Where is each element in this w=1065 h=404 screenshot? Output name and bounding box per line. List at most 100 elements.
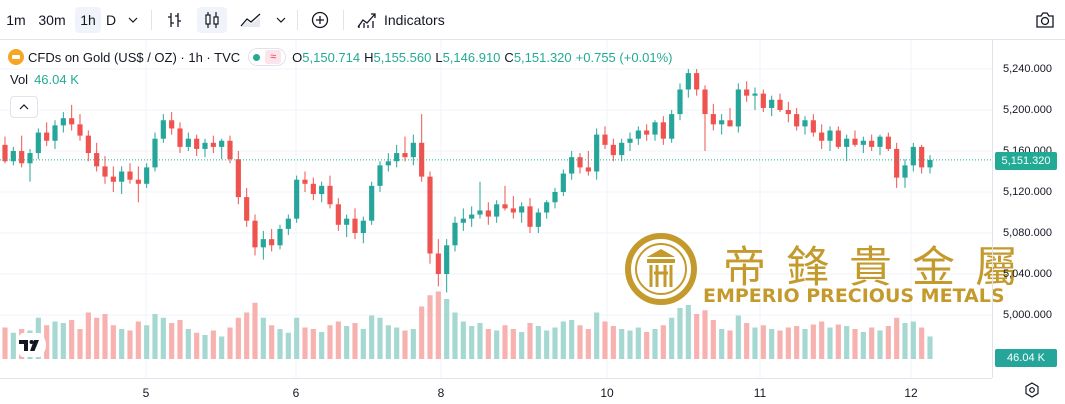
indicators-button[interactable]: Indicators — [356, 7, 456, 33]
candle-body — [77, 124, 83, 136]
interval-1m[interactable]: 1m — [3, 7, 29, 33]
candle-body — [127, 171, 133, 180]
volume-legend[interactable]: Vol 46.04 K — [10, 72, 79, 87]
volume-bar — [77, 329, 83, 359]
interval-dropdown-icon[interactable] — [122, 7, 144, 33]
candle — [752, 87, 758, 110]
candle — [119, 166, 125, 195]
volume-bar — [794, 326, 800, 359]
volume-bar — [744, 323, 750, 359]
collapse-legend-button[interactable] — [10, 96, 38, 118]
price-tick: 5,080.000 — [1003, 227, 1052, 239]
symbol-legend[interactable]: CFDs on Gold (US$ / OZ) · 1h · TVC ≈ O 5,… — [8, 47, 677, 67]
candle — [627, 132, 633, 151]
price-tick: 5,120.000 — [1003, 186, 1052, 198]
camera-snapshot-icon[interactable] — [1031, 7, 1059, 33]
candle — [694, 69, 700, 96]
candle-body — [627, 138, 633, 143]
candle-body — [202, 142, 208, 149]
volume-bar — [335, 321, 341, 359]
time-tick: 10 — [600, 386, 614, 400]
last-price-label: 5,151.320 — [995, 152, 1057, 170]
candle-body — [502, 204, 508, 209]
volume-bar — [185, 329, 191, 359]
candle — [360, 216, 366, 244]
candle-body — [319, 185, 325, 195]
candle-body — [827, 130, 833, 141]
candle — [235, 151, 241, 205]
candle-body — [485, 210, 491, 217]
price-axis[interactable]: 5,240.000 5,200.000 5,160.000 5,120.000 … — [992, 40, 1065, 378]
time-axis[interactable]: 5 6 8 10 11 12 — [0, 378, 992, 404]
volume-bar — [510, 329, 516, 359]
candle-body — [244, 197, 250, 221]
compare-add-symbol-icon[interactable] — [306, 7, 334, 33]
candle — [302, 171, 308, 192]
candle — [660, 116, 666, 145]
candle — [169, 112, 175, 135]
candle — [135, 166, 141, 203]
candle — [152, 132, 158, 172]
candle-body — [10, 151, 16, 162]
change-value: +0.755 (+0.01%) — [575, 49, 673, 65]
candle — [744, 81, 750, 102]
market-status-pill[interactable]: ≈ — [248, 48, 287, 66]
area-chart-icon[interactable] — [236, 7, 266, 33]
watermark-english-text: EMPERIO PRECIOUS METALS — [703, 285, 1005, 307]
candle-body — [269, 239, 275, 246]
volume-bars — [2, 291, 933, 359]
candle — [344, 214, 350, 238]
time-tick: 11 — [753, 386, 767, 400]
candle-chart-icon[interactable] — [197, 7, 227, 33]
bar-chart-icon[interactable] — [161, 7, 189, 33]
volume-bar — [385, 325, 391, 359]
volume-bar — [894, 317, 900, 359]
interval-30m[interactable]: 30m — [33, 7, 71, 33]
candle — [385, 153, 391, 172]
tradingview-logo[interactable] — [15, 333, 47, 357]
candle — [802, 116, 808, 135]
candle-body — [419, 142, 425, 177]
candle — [477, 181, 483, 219]
candle-body — [535, 212, 541, 227]
candle-body — [644, 130, 650, 135]
candle — [810, 114, 816, 137]
symbol-title[interactable]: CFDs on Gold (US$ / OZ) · 1h · TVC — [28, 49, 241, 65]
candle-body — [227, 140, 233, 160]
candle-body — [702, 89, 708, 115]
candle — [410, 134, 416, 166]
candle-body — [385, 161, 391, 166]
price-chart[interactable] — [0, 40, 992, 378]
interval-d[interactable]: D — [102, 7, 120, 33]
candle — [727, 107, 733, 127]
volume-bar — [910, 321, 916, 359]
candle — [427, 171, 433, 264]
candle — [469, 206, 475, 227]
volume-bar — [752, 327, 758, 359]
candle — [585, 151, 591, 176]
candle — [185, 132, 191, 151]
data-status-icon: ≈ — [265, 50, 282, 64]
candle-body — [177, 128, 183, 147]
interval-1h[interactable]: 1h — [75, 7, 101, 33]
candle-body — [802, 120, 808, 127]
volume-bar — [119, 329, 125, 359]
chart-settings-icon[interactable] — [1024, 382, 1040, 398]
candle — [544, 200, 550, 219]
candle — [652, 120, 658, 141]
candle — [77, 114, 83, 141]
volume-bar — [235, 317, 241, 359]
candle-body — [694, 73, 700, 90]
volume-bar — [652, 329, 658, 359]
candle — [102, 156, 108, 184]
chart-type-dropdown-icon[interactable] — [272, 7, 290, 33]
candle-body — [44, 132, 50, 141]
toolbar-divider — [297, 10, 298, 30]
candle — [419, 114, 425, 182]
volume-bar — [102, 314, 108, 359]
candle-body — [860, 140, 866, 145]
candle — [835, 126, 841, 149]
candle-body — [710, 114, 716, 125]
volume-bar — [452, 312, 458, 359]
watermark-chinese-text: 帝鋒貴金屬 — [723, 243, 1038, 293]
